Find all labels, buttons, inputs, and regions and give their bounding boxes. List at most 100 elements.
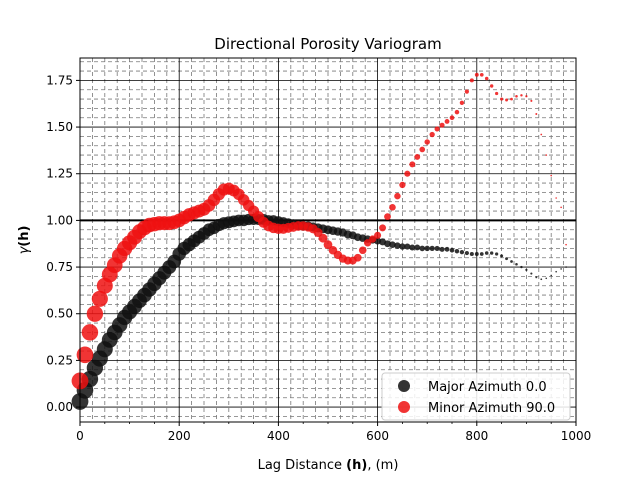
legend-box bbox=[381, 372, 571, 421]
data-point bbox=[495, 91, 499, 96]
data-point bbox=[81, 324, 99, 341]
legend-label-major: Major Azimuth 0.0 bbox=[428, 380, 547, 395]
data-point bbox=[550, 274, 552, 277]
data-point bbox=[515, 94, 518, 98]
x-tick-label: 0 bbox=[76, 429, 84, 443]
data-point bbox=[489, 84, 494, 88]
data-point bbox=[500, 97, 504, 101]
y-tick-label: 1.50 bbox=[46, 120, 73, 134]
data-point bbox=[454, 109, 460, 115]
data-point bbox=[535, 276, 538, 279]
data-point bbox=[419, 146, 426, 153]
data-point bbox=[520, 94, 523, 97]
data-point bbox=[479, 252, 484, 256]
data-point bbox=[439, 122, 445, 128]
data-point bbox=[525, 95, 528, 98]
y-axis-label: γ(h) bbox=[17, 226, 32, 255]
data-point bbox=[449, 115, 455, 121]
data-point bbox=[404, 243, 411, 250]
data-point bbox=[409, 244, 416, 251]
y-tick-label: 0.75 bbox=[46, 260, 73, 274]
data-point bbox=[444, 119, 450, 124]
data-point bbox=[318, 233, 328, 243]
data-point bbox=[555, 270, 557, 273]
legend-marker-major bbox=[398, 380, 410, 392]
data-point bbox=[495, 252, 499, 256]
y-tick-label: 0.00 bbox=[46, 400, 73, 414]
y-tick-label: 0.50 bbox=[46, 307, 73, 321]
data-point bbox=[414, 154, 421, 160]
grid bbox=[79, 58, 577, 422]
data-point bbox=[454, 248, 460, 254]
data-point bbox=[555, 197, 557, 199]
data-point bbox=[358, 246, 367, 255]
data-point bbox=[374, 231, 382, 239]
data-point bbox=[530, 272, 533, 275]
data-point bbox=[389, 241, 396, 248]
y-tick-label: 1.00 bbox=[46, 213, 73, 227]
x-tick-label: 600 bbox=[366, 429, 389, 443]
data-point bbox=[520, 265, 523, 269]
data-point bbox=[484, 251, 489, 255]
data-point bbox=[419, 245, 426, 252]
legend-marker-minor bbox=[398, 401, 410, 413]
data-point bbox=[459, 100, 465, 105]
data-point bbox=[525, 268, 528, 271]
series-layer bbox=[71, 72, 567, 410]
y-tick-label: 0.25 bbox=[46, 353, 73, 367]
chart-title: Directional Porosity Variogram bbox=[214, 35, 441, 53]
data-point bbox=[353, 253, 362, 262]
data-point bbox=[424, 245, 430, 252]
data-point bbox=[389, 204, 396, 211]
data-point bbox=[379, 224, 387, 232]
data-point bbox=[469, 78, 474, 83]
data-point bbox=[449, 247, 455, 253]
data-point bbox=[384, 240, 391, 248]
data-point bbox=[399, 181, 406, 189]
data-point bbox=[429, 131, 435, 138]
axes: 0 200 400 600 800 1000 0.00 0.25 0.50 0.75 1.00 1.2… bbox=[46, 73, 591, 443]
data-point bbox=[439, 246, 445, 252]
data-point bbox=[394, 242, 401, 249]
x-tick-label: 400 bbox=[267, 429, 290, 443]
data-point bbox=[474, 72, 479, 77]
data-point bbox=[409, 161, 416, 168]
data-point bbox=[510, 260, 513, 263]
legend: Major Azimuth 0.0 Minor Azimuth 90.0 bbox=[381, 372, 571, 421]
data-point bbox=[91, 290, 108, 307]
data-point bbox=[505, 98, 509, 102]
series-minor bbox=[71, 72, 567, 390]
data-point bbox=[469, 251, 474, 257]
data-point bbox=[479, 72, 484, 77]
data-point bbox=[545, 154, 548, 156]
data-point bbox=[560, 268, 562, 270]
data-point bbox=[464, 89, 469, 94]
x-tick-label: 1000 bbox=[561, 429, 592, 443]
data-point bbox=[489, 251, 494, 255]
data-point bbox=[510, 97, 513, 101]
data-point bbox=[560, 206, 562, 209]
data-point bbox=[404, 170, 411, 177]
data-point bbox=[444, 246, 450, 252]
data-point bbox=[414, 244, 421, 251]
data-point bbox=[464, 250, 469, 256]
data-point bbox=[565, 266, 567, 268]
data-point bbox=[369, 235, 377, 243]
data-point bbox=[540, 278, 543, 281]
data-point bbox=[545, 277, 548, 280]
data-point bbox=[429, 245, 435, 252]
data-point bbox=[399, 243, 406, 250]
data-point bbox=[565, 243, 567, 246]
data-point bbox=[459, 249, 465, 255]
legend-label-minor: Minor Azimuth 90.0 bbox=[428, 401, 555, 416]
data-point bbox=[434, 126, 440, 132]
data-point bbox=[323, 240, 333, 250]
data-point bbox=[500, 254, 504, 258]
data-point bbox=[384, 213, 391, 221]
y-tick-label: 1.25 bbox=[46, 167, 73, 181]
data-point bbox=[434, 245, 440, 251]
data-point bbox=[474, 252, 479, 256]
x-tick-label: 200 bbox=[168, 429, 191, 443]
